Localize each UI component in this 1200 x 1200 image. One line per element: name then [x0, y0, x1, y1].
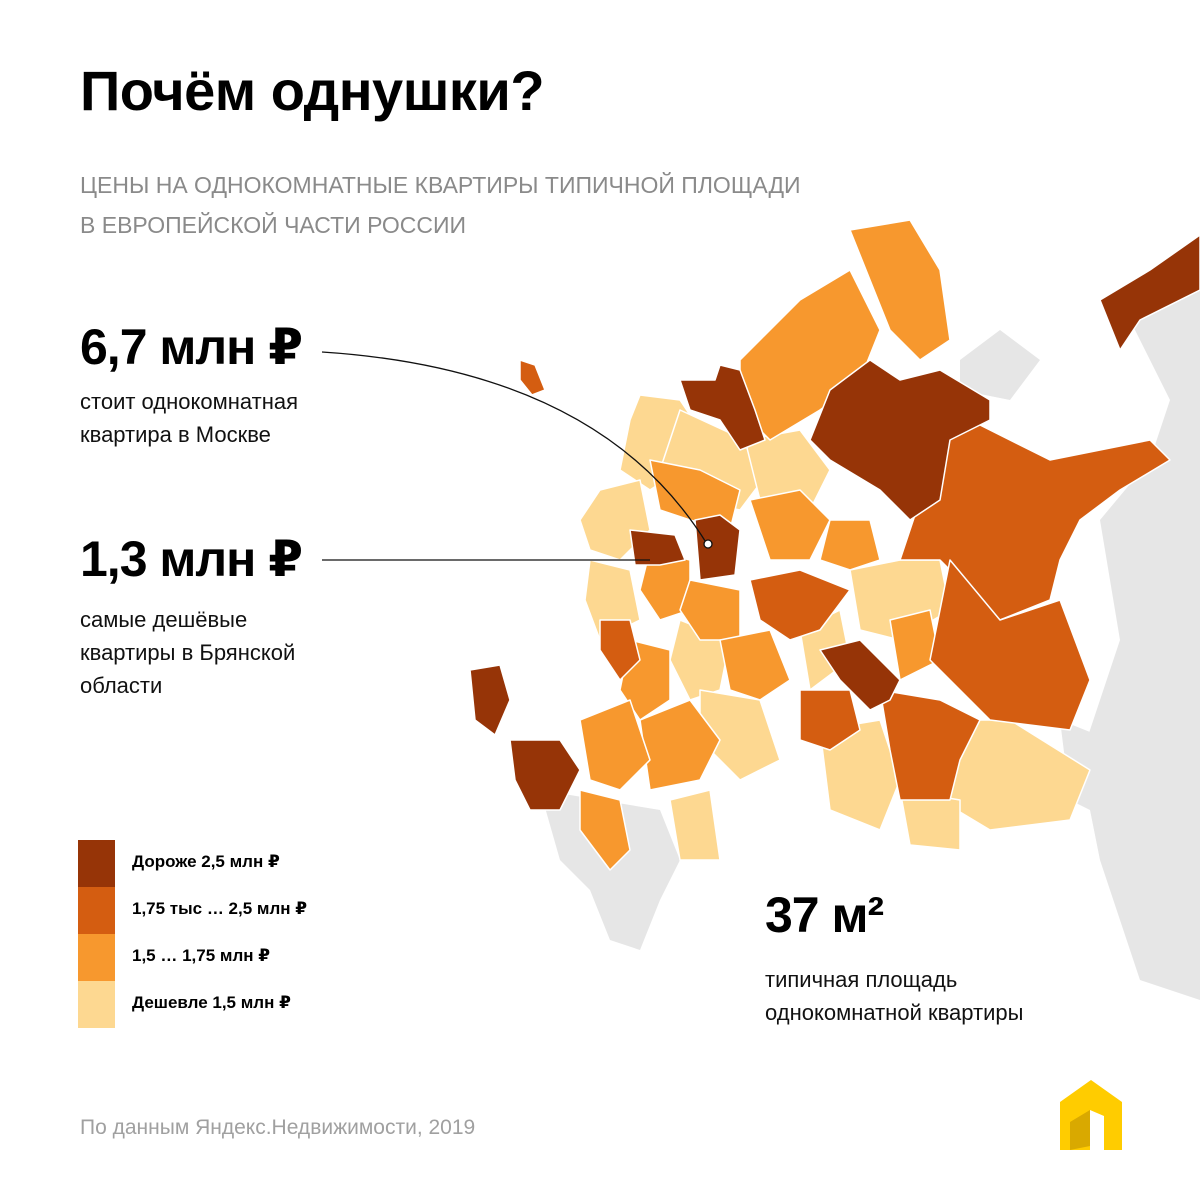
- moscow-callout-line: [321, 351, 708, 545]
- bryansk-desc-line-3: области: [80, 673, 163, 698]
- map-region: [744, 429, 831, 511]
- map-region: [879, 689, 981, 801]
- bryansk-price-value: 1,3 млн ₽: [80, 531, 303, 587]
- map-region: [819, 719, 901, 831]
- legend-item-light: Дешевле 1,5 млн ₽: [78, 981, 378, 1028]
- legend-label-dark: 1,75 тыс … 2,5 млн ₽: [132, 899, 308, 918]
- moscow-price-description: стоит однокомнатная квартира в Москве: [80, 385, 298, 451]
- map-region: [519, 359, 546, 396]
- typical-area-value: 37 м²: [765, 887, 884, 943]
- legend-label-darkest: Дороже 2,5 млн ₽: [132, 852, 280, 871]
- map-region: [819, 519, 881, 571]
- map-region: [1099, 234, 1200, 351]
- moscow-desc-line-2: квартира в Москве: [80, 422, 271, 447]
- legend-swatch-darkest: [78, 840, 115, 887]
- legend-swatch-mid: [78, 934, 115, 981]
- moscow-desc-line-1: стоит однокомнатная: [80, 389, 299, 414]
- moscow-callout-dot: [703, 539, 713, 549]
- map-legend: Дороже 2,5 млн ₽ 1,75 тыс … 2,5 млн ₽ 1,…: [78, 840, 378, 1028]
- area-desc-line-2: однокомнатной квартиры: [765, 1000, 1024, 1025]
- legend-swatch-light: [78, 981, 115, 1028]
- map-region: [669, 789, 721, 861]
- legend-item-mid: 1,5 … 1,75 млн ₽: [78, 934, 378, 981]
- bryansk-desc-line-1: самые дешёвые: [80, 607, 248, 632]
- map-region: [819, 639, 901, 711]
- map-region: [509, 739, 581, 811]
- yandex-realty-logo-icon: [1060, 1080, 1122, 1150]
- callout-lines: [321, 351, 713, 561]
- legend-item-darkest: Дороже 2,5 млн ₽: [78, 840, 378, 887]
- subtitle-line-2: в европейской части России: [80, 212, 467, 238]
- map-region: [899, 419, 1171, 621]
- legend-label-mid: 1,5 … 1,75 млн ₽: [132, 946, 271, 965]
- page-subtitle: Цены на однокомнатные квартиры типичной …: [80, 165, 900, 245]
- map-region: [629, 529, 686, 566]
- map-region: [599, 619, 641, 681]
- map-region: [809, 359, 991, 521]
- legend-swatch-dark: [78, 887, 115, 934]
- map-region: [679, 364, 766, 451]
- map-region: [749, 489, 831, 561]
- moscow-price-value: 6,7 млн ₽: [80, 319, 303, 375]
- area-desc-line-1: типичная площадь: [765, 967, 958, 992]
- data-source-note: По данным Яндекс.Недвижимости, 2019: [80, 1116, 476, 1139]
- map-region: [929, 559, 1091, 731]
- typical-area-description: типичная площадь однокомнатной квартиры: [765, 963, 1023, 1029]
- map-region: [579, 699, 651, 791]
- bryansk-desc-line-2: квартиры в Брянской: [80, 640, 296, 665]
- map-region: [849, 219, 951, 361]
- map-region: [579, 789, 631, 871]
- page-title: Почём однушки?: [80, 59, 545, 122]
- map-region: [749, 569, 851, 641]
- map-region: [799, 689, 861, 751]
- regions: [469, 219, 1200, 871]
- legend-item-dark: 1,75 тыс … 2,5 млн ₽: [78, 887, 378, 934]
- map-region: [469, 664, 511, 736]
- map-region: [639, 699, 721, 791]
- map-region: [694, 514, 741, 581]
- map-region: [719, 629, 791, 701]
- subtitle-line-1: Цены на однокомнатные квартиры типичной …: [80, 172, 801, 198]
- legend-label-light: Дешевле 1,5 млн ₽: [132, 993, 291, 1012]
- bryansk-price-description: самые дешёвые квартиры в Брянской област…: [80, 603, 295, 702]
